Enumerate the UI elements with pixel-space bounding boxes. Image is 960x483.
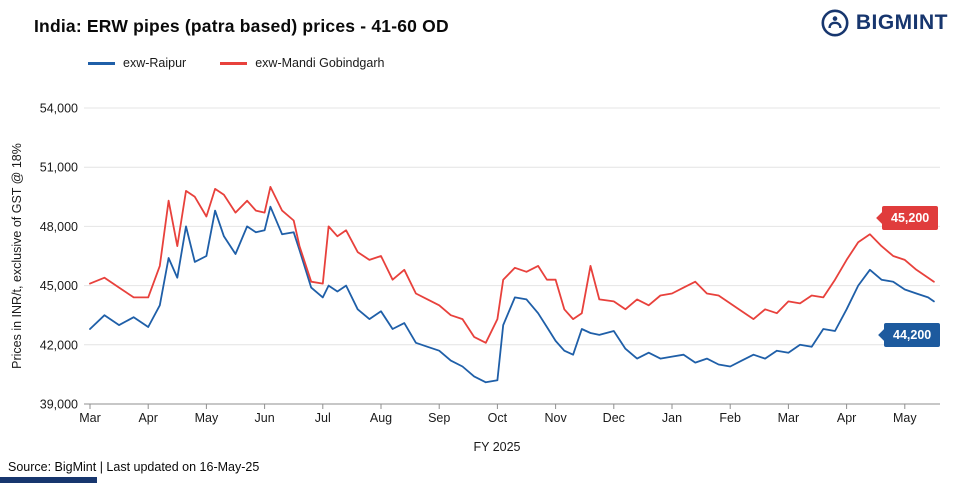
- chart-legend: exw-Raipur exw-Mandi Gobindgarh: [88, 56, 384, 70]
- svg-text:Apr: Apr: [138, 411, 157, 425]
- svg-text:45,000: 45,000: [40, 279, 78, 293]
- svg-text:May: May: [893, 411, 917, 425]
- svg-text:42,000: 42,000: [40, 338, 78, 352]
- svg-text:Aug: Aug: [370, 411, 392, 425]
- chart-title: India: ERW pipes (patra based) prices - …: [34, 16, 449, 36]
- svg-text:Nov: Nov: [544, 411, 567, 425]
- bigmint-logo-icon: [821, 9, 849, 37]
- end-value-badge-mandi: 45,200: [876, 206, 939, 230]
- svg-text:May: May: [195, 411, 219, 425]
- end-value-badge-raipur: 44,200: [878, 323, 941, 347]
- svg-text:51,000: 51,000: [40, 161, 78, 175]
- legend-item-mandi: exw-Mandi Gobindgarh: [220, 56, 384, 70]
- svg-text:54,000: 54,000: [40, 102, 78, 116]
- svg-text:39,000: 39,000: [40, 398, 78, 412]
- svg-text:Jul: Jul: [315, 411, 331, 425]
- legend-swatch-mandi: [220, 61, 248, 65]
- svg-text:Jun: Jun: [255, 411, 275, 425]
- x-axis-title: FY 2025: [473, 440, 521, 454]
- svg-text:Apr: Apr: [837, 411, 856, 425]
- svg-text:48,000: 48,000: [40, 220, 78, 234]
- legend-swatch-raipur: [88, 61, 115, 65]
- legend-label-raipur: exw-Raipur: [123, 56, 187, 70]
- svg-text:Feb: Feb: [719, 411, 741, 425]
- legend-label-mandi: exw-Mandi Gobindgarh: [255, 56, 385, 70]
- source-note: Source: BigMint | Last updated on 16-May…: [8, 460, 260, 474]
- svg-text:Mar: Mar: [79, 411, 101, 425]
- svg-text:Dec: Dec: [603, 411, 625, 425]
- bigmint-logo-text: BIGMINT: [855, 11, 948, 34]
- svg-text:Sep: Sep: [428, 411, 450, 425]
- svg-text:Mar: Mar: [778, 411, 800, 425]
- corner-accent-bar: [0, 477, 97, 483]
- end-value-raipur: 44,200: [893, 328, 932, 342]
- end-value-mandi: 45,200: [891, 211, 930, 225]
- svg-text:Jan: Jan: [662, 411, 682, 425]
- bigmint-logo: BIGMINT: [820, 8, 948, 38]
- svg-text:Oct: Oct: [488, 411, 508, 425]
- legend-item-raipur: exw-Raipur: [88, 56, 186, 70]
